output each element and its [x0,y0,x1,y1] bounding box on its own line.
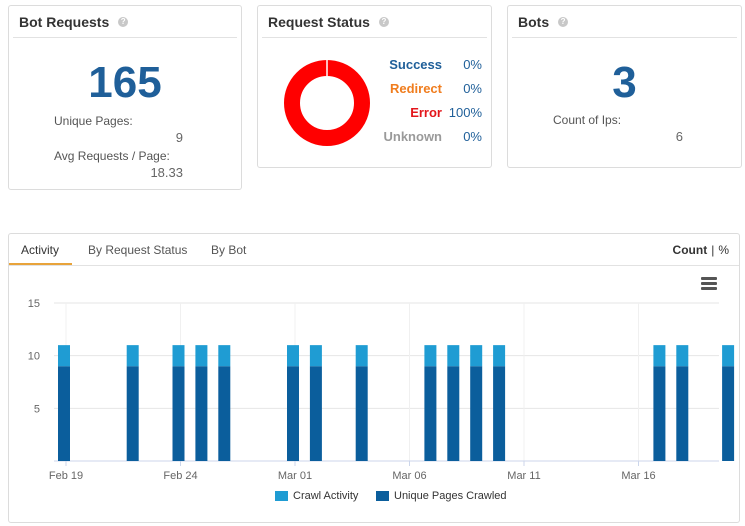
x-tick-label: Feb 24 [163,470,197,482]
toggle-percent[interactable]: % [718,243,729,257]
bot-requests-title: Bot Requests [19,13,110,30]
bar-unique-pages [493,366,506,461]
tab-activity[interactable]: Activity [21,243,60,257]
unique-pages-value: 9 [175,130,183,145]
bar-crawl-activity [172,345,185,367]
x-tick-label: Feb 19 [49,470,83,482]
x-tick-label: Mar 16 [621,470,655,482]
bar-unique-pages [58,366,70,461]
bar-unique-pages [653,366,666,461]
bots-card: Bots ? 3 Count of Ips: 6 [507,5,742,168]
y-tick-label: 5 [34,403,40,415]
help-icon[interactable]: ? [558,16,569,27]
avg-requests-value: 18.33 [150,165,183,180]
bar-crawl-activity [470,345,483,367]
count-of-ips-label: Count of Ips: [553,113,622,127]
activity-chart: 5 10 15 Feb 19 Feb 24 Mar 01 Mar 06 Mar 11 Mar 1… [28,298,735,482]
request-status-title: Request Status [268,13,370,30]
bar-unique-pages [287,366,299,461]
bar-crawl-activity [493,345,506,367]
bar-unique-pages [309,366,322,461]
bar-crawl-activity [58,345,70,367]
bar-crawl-activity [676,345,689,367]
bar-crawl-activity [218,345,231,367]
x-tick-label: Mar 11 [507,470,540,482]
status-success-value: 0% [463,57,482,72]
bar-crawl-activity [355,345,368,367]
bots-header: Bots ? [512,6,737,38]
toggle-separator: | [711,243,715,257]
status-unknown-value: 0% [463,129,482,144]
bots-title: Bots [518,13,550,30]
bar-unique-pages [195,366,208,461]
y-tick-label: 15 [28,298,40,310]
x-tick-label: Mar 01 [278,470,312,482]
bar-unique-pages [218,366,231,461]
bar-crawl-activity [126,345,139,367]
bar-crawl-activity [195,345,208,367]
request-status-header: Request Status ? [262,6,487,38]
avg-requests-label: Avg Requests / Page: [54,149,170,163]
bar-unique-pages [447,366,460,461]
count-of-ips-value: 6 [675,129,683,144]
chart-menu-icon[interactable] [701,277,717,290]
unique-pages-label: Unique Pages: [54,114,133,128]
bar-crawl-activity [309,345,322,367]
bot-requests-header: Bot Requests ? [13,6,237,38]
bar-unique-pages [355,366,368,461]
bar-crawl-activity [424,345,437,367]
x-tick-label: Mar 06 [392,470,426,482]
tab-by-request-status[interactable]: By Request Status [88,243,188,257]
bar-unique-pages [172,366,185,461]
legend-swatch-crawl-activity [275,491,288,501]
bot-requests-total: 165 [88,58,162,107]
bar-crawl-activity [447,345,460,367]
legend-label-unique-pages: Unique Pages Crawled [394,490,507,502]
bar-unique-pages [126,366,139,461]
legend-unique-pages[interactable]: Unique Pages Crawled [376,490,507,502]
request-status-card: Request Status ? Success 0% Redirect 0% … [257,5,492,168]
legend-swatch-unique-pages [376,491,389,501]
help-icon[interactable]: ? [378,16,389,27]
bot-requests-card: Bot Requests ? 165 Unique Pages: 9 Avg R… [8,5,242,190]
toggle-count[interactable]: Count [672,243,708,257]
active-tab-indicator [9,263,72,265]
donut-error-slice[interactable] [284,60,370,146]
bar-unique-pages [722,366,735,461]
status-redirect-value: 0% [463,81,482,96]
status-unknown-label: Unknown [383,129,443,144]
status-success-label: Success [389,57,442,72]
legend-crawl-activity[interactable]: Crawl Activity [275,490,358,502]
activity-panel: Activity By Request Status By Bot Count |… [8,233,740,523]
tab-by-bot[interactable]: By Bot [211,243,247,257]
count-percent-toggle: Count |% [673,243,729,257]
status-error-label: Error [410,105,442,120]
bar-crawl-activity [722,345,735,367]
bar-unique-pages [676,366,689,461]
bar-crawl-activity [287,345,299,367]
activity-tabs: Activity By Request Status By Bot Count |… [9,234,739,266]
bar-crawl-activity [653,345,666,367]
bar-unique-pages [424,366,437,461]
legend-label-crawl-activity: Crawl Activity [293,490,359,502]
bar-unique-pages [470,366,483,461]
y-tick-label: 10 [28,351,40,363]
request-status-donut [284,60,370,146]
bots-total: 3 [612,58,637,107]
help-icon[interactable]: ? [118,16,129,27]
status-redirect-label: Redirect [389,81,442,96]
status-error-value: 100% [448,105,482,120]
